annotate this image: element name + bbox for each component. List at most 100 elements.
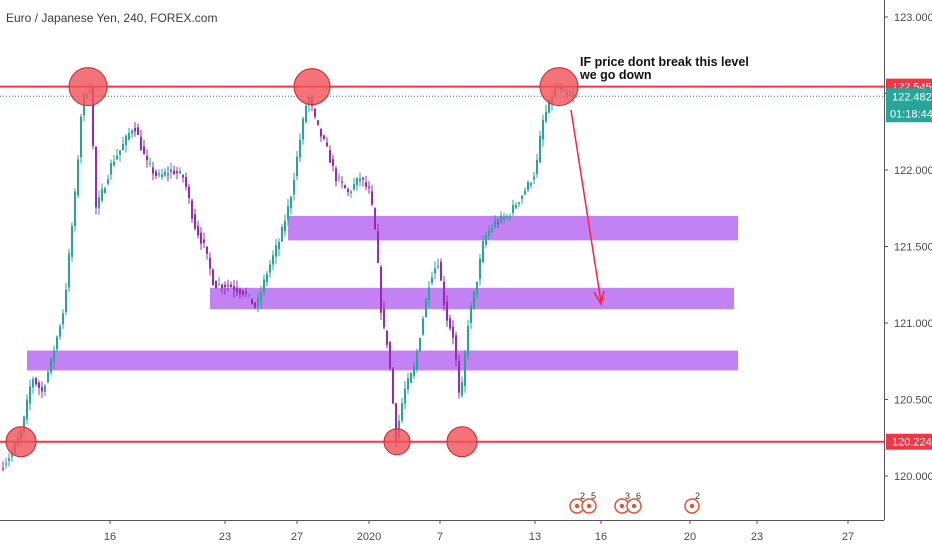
candle-body: [317, 120, 319, 125]
candle-body: [371, 191, 373, 205]
event-count: 2: [580, 491, 585, 501]
candle-body: [125, 135, 127, 146]
candle-body: [8, 458, 10, 461]
circle-marker: [383, 428, 411, 456]
candle-body: [539, 136, 541, 163]
time-axis[interactable]: 16 23 27 2020 7 13 16 20 23 27: [104, 520, 854, 543]
event-dot-icon: [574, 503, 580, 509]
candle-body: [347, 189, 349, 192]
candle-body: [245, 291, 247, 294]
candle-body: [365, 182, 367, 187]
candle-body: [50, 357, 52, 373]
event-count-2: 5: [591, 491, 596, 501]
candle-body: [254, 302, 256, 308]
candle-body: [515, 205, 517, 209]
candle-body: [236, 287, 238, 293]
candle-body: [62, 313, 64, 325]
candle-body: [143, 146, 145, 155]
candle-body: [194, 214, 196, 229]
candle-body: [218, 283, 220, 285]
candle-body: [443, 281, 445, 305]
candle-body: [368, 186, 370, 189]
arrow-shaft: [570, 109, 602, 303]
candle-body: [209, 257, 211, 269]
candle-body: [413, 366, 415, 376]
candle-body: [533, 176, 535, 180]
candle-body: [503, 217, 505, 220]
candle-body: [275, 245, 277, 257]
candle-body: [158, 173, 160, 176]
x-tick-label: 23: [219, 531, 231, 543]
circle-marker: [446, 426, 478, 458]
candle-body: [479, 258, 481, 280]
candle-body: [32, 379, 34, 388]
candle-body: [116, 155, 118, 160]
candle-body: [260, 292, 262, 302]
candle-body: [47, 372, 49, 383]
candle-body: [248, 294, 250, 296]
candle-body: [281, 226, 283, 242]
candle-body: [242, 290, 244, 295]
candle-body: [491, 227, 493, 232]
candle-body: [224, 284, 226, 288]
candle-body: [101, 189, 103, 201]
candle-body: [5, 463, 7, 465]
candle-body: [23, 416, 25, 433]
projection-arrow: [570, 109, 605, 307]
candle-body: [80, 116, 82, 158]
candle-body: [191, 200, 193, 219]
event-count-2: 6: [636, 491, 641, 501]
candle-body: [296, 156, 298, 177]
x-tick-label: 20: [684, 531, 696, 543]
candle-body: [284, 221, 286, 232]
event-dot-icon: [619, 503, 625, 509]
candle-body: [137, 127, 139, 135]
candle-body: [68, 253, 70, 288]
candle-body: [257, 297, 259, 307]
candle-body: [473, 291, 475, 309]
candle-body: [95, 147, 97, 208]
candle-body: [170, 169, 172, 173]
candle-body: [233, 286, 235, 291]
candle-body: [74, 191, 76, 227]
candle-body: [152, 167, 154, 174]
event-count: 3: [625, 491, 630, 501]
candle-body: [536, 160, 538, 174]
candle-body: [227, 284, 229, 286]
circle-marker: [5, 426, 37, 458]
candle-body: [104, 188, 106, 193]
candle-body: [350, 191, 352, 193]
candle-body: [302, 118, 304, 140]
event-group-3[interactable]: 2: [684, 491, 700, 514]
y-tick-label: 122.000: [894, 165, 932, 177]
candle-body: [428, 287, 430, 301]
circle-marker: [539, 67, 579, 107]
candle-body: [356, 177, 358, 186]
candle-body: [215, 280, 217, 289]
event-dot-icon: [631, 503, 637, 509]
x-tick-label: 2020: [357, 531, 381, 543]
candle-body: [341, 181, 343, 183]
y-tick-label: 121.000: [894, 318, 932, 330]
current-badge-bg: [886, 88, 932, 123]
candle-body: [437, 266, 439, 268]
candle-body: [452, 326, 454, 338]
candle-body: [59, 326, 61, 337]
candle-body: [113, 161, 115, 166]
candle-body: [161, 174, 163, 178]
candle-body: [176, 171, 178, 174]
candle-body: [329, 150, 331, 163]
candle-body: [359, 178, 361, 182]
candle-body: [128, 133, 130, 140]
candle-body: [293, 179, 295, 195]
x-tick-label: 16: [595, 531, 607, 543]
candle-body: [134, 127, 136, 132]
candle-body: [512, 204, 514, 213]
candle-body: [332, 159, 334, 166]
candle-body: [323, 135, 325, 139]
candle-body: [305, 105, 307, 123]
